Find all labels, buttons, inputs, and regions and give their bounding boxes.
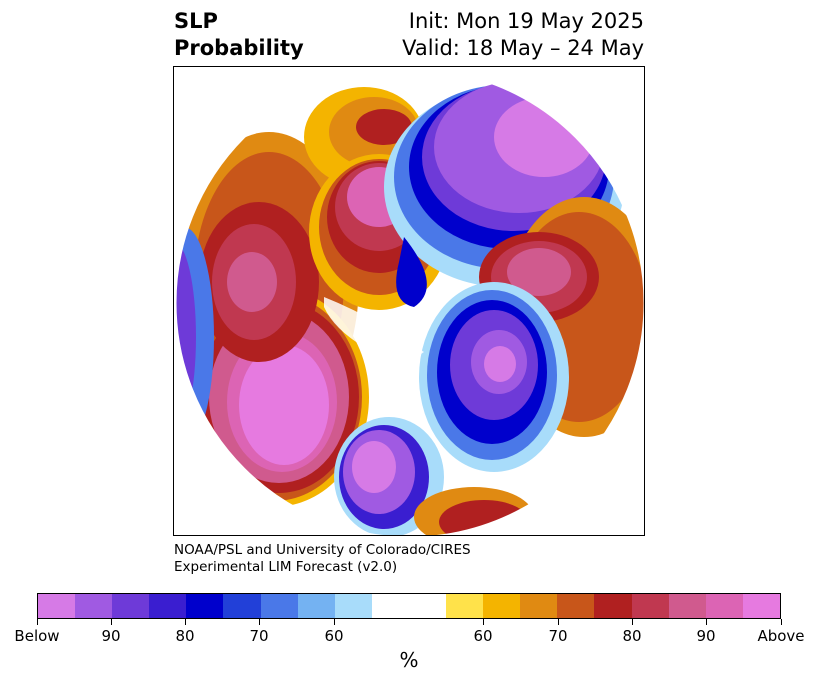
colorbar-segment bbox=[668, 594, 706, 618]
colorbar-tick-label: 60 bbox=[324, 627, 344, 645]
colorbar-tick bbox=[111, 619, 112, 625]
colorbar-segment bbox=[557, 594, 595, 618]
colorbar-segment bbox=[186, 594, 224, 618]
colorbar-segment bbox=[594, 594, 632, 618]
valid-range: Valid: 18 May – 24 May bbox=[402, 36, 644, 60]
colorbar-segment bbox=[520, 594, 558, 618]
colorbar-tick bbox=[334, 619, 335, 625]
colorbar-tick bbox=[706, 619, 707, 625]
colorbar-tick-label: 90 bbox=[101, 627, 121, 645]
colorbar-tick bbox=[632, 619, 633, 625]
title-line-1: SLP bbox=[174, 9, 218, 33]
colorbar-segment bbox=[446, 594, 484, 618]
map-title: SLP Probability bbox=[174, 8, 304, 62]
init-date: Init: Mon 19 May 2025 bbox=[408, 9, 644, 33]
polar-map-panel bbox=[173, 66, 645, 536]
colorbar-segment bbox=[38, 594, 76, 618]
colorbar-segment bbox=[149, 594, 187, 618]
colorbar-segment bbox=[112, 594, 150, 618]
colorbar-segment bbox=[223, 594, 261, 618]
colorbar-tick bbox=[558, 619, 559, 625]
colorbar-tick-label: 60 bbox=[473, 627, 493, 645]
colorbar-tick-label: 70 bbox=[249, 627, 269, 645]
colorbar-segment bbox=[260, 594, 298, 618]
colorbar-segment bbox=[705, 594, 743, 618]
credit-line-2: Experimental LIM Forecast (v2.0) bbox=[174, 559, 398, 575]
credit-line-1: NOAA/PSL and University of Colorado/CIRE… bbox=[174, 542, 471, 558]
colorbar bbox=[37, 593, 781, 619]
forecast-dates: Init: Mon 19 May 2025 Valid: 18 May – 24… bbox=[402, 8, 644, 62]
colorbar-segment bbox=[297, 594, 335, 618]
colorbar-segment bbox=[742, 594, 780, 618]
colorbar-tick-label: 70 bbox=[548, 627, 568, 645]
colorbar-tick-label: 80 bbox=[622, 627, 642, 645]
colorbar-tick bbox=[781, 619, 782, 625]
colorbar-tick bbox=[259, 619, 260, 625]
colorbar-unit: % bbox=[399, 648, 419, 672]
colorbar-segment bbox=[408, 594, 447, 618]
colorbar-segment bbox=[75, 594, 113, 618]
probability-field bbox=[176, 69, 644, 535]
colorbar-tick-label: 90 bbox=[696, 627, 716, 645]
colorbar-tick-label: Below bbox=[14, 627, 60, 645]
colorbar-segment bbox=[483, 594, 521, 618]
colorbar-tick-label: Above bbox=[757, 627, 805, 645]
colorbar-tick bbox=[483, 619, 484, 625]
title-line-2: Probability bbox=[174, 36, 304, 60]
colorbar-segment bbox=[371, 594, 409, 618]
colorbar-tick-label: 80 bbox=[175, 627, 195, 645]
probability-map bbox=[175, 68, 644, 535]
colorbar-tick bbox=[185, 619, 186, 625]
colorbar-tick bbox=[37, 619, 38, 625]
colorbar-segment bbox=[631, 594, 669, 618]
credit-text: NOAA/PSL and University of Colorado/CIRE… bbox=[174, 542, 471, 576]
colorbar-segment bbox=[334, 594, 372, 618]
